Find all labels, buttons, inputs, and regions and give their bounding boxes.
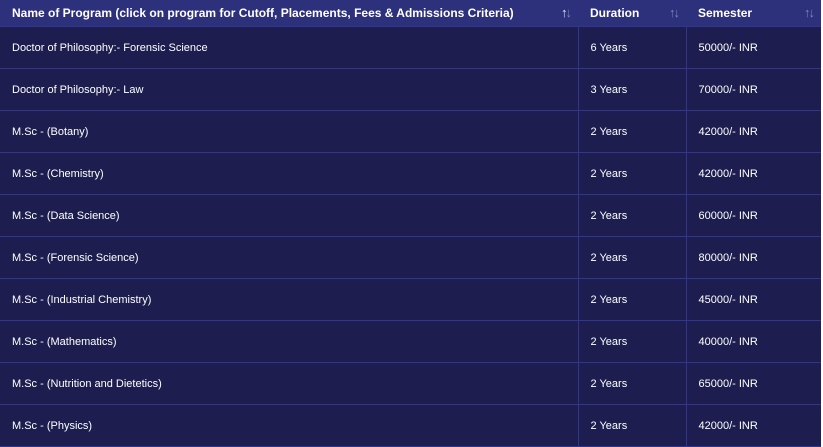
table-row: M.Sc - (Nutrition and Dietetics) 2 Years 6… (0, 362, 821, 405)
program-link[interactable]: M.Sc - (Mathematics) (0, 320, 579, 363)
program-link[interactable]: M.Sc - (Industrial Chemistry) (0, 278, 579, 321)
program-link[interactable]: M.Sc - (Botany) (0, 110, 579, 153)
semester-fee-cell: 65000/- INR (686, 362, 821, 405)
table-row: Doctor of Philosophy:- Law 3 Years 70000/-… (0, 68, 821, 111)
duration-cell: 2 Years (578, 194, 687, 237)
program-link[interactable]: Doctor of Philosophy:- Forensic Science (0, 26, 579, 69)
program-link[interactable]: Doctor of Philosophy:- Law (0, 68, 579, 111)
sort-icon[interactable]: ↑↓ (669, 5, 680, 20)
semester-fee-cell: 60000/- INR (686, 194, 821, 237)
table-row: M.Sc - (Industrial Chemistry) 2 Years 4500… (0, 278, 821, 321)
semester-fee-cell: 40000/- INR (686, 320, 821, 363)
program-link[interactable]: M.Sc - (Data Science) (0, 194, 579, 237)
duration-cell: 2 Years (578, 320, 687, 363)
program-link[interactable]: M.Sc - (Nutrition and Dietetics) (0, 362, 579, 405)
duration-cell: 2 Years (578, 110, 687, 153)
program-link[interactable]: M.Sc - (Chemistry) (0, 152, 579, 195)
duration-cell: 2 Years (578, 278, 687, 321)
semester-fee-cell: 70000/- INR (686, 68, 821, 111)
semester-fee-cell: 45000/- INR (686, 278, 821, 321)
duration-cell: 2 Years (578, 404, 687, 447)
table-row: M.Sc - (Mathematics) 2 Years 40000/- INR (0, 320, 821, 363)
duration-cell: 6 Years (578, 26, 687, 69)
duration-cell: 2 Years (578, 362, 687, 405)
semester-fee-cell: 42000/- INR (686, 152, 821, 195)
table-row: M.Sc - (Physics) 2 Years 42000/- INR (0, 404, 821, 447)
program-link[interactable]: M.Sc - (Physics) (0, 404, 579, 447)
duration-cell: 2 Years (578, 152, 687, 195)
duration-cell: 2 Years (578, 236, 687, 279)
header-semester[interactable]: Semester ↑↓ (686, 0, 821, 27)
program-link[interactable]: M.Sc - (Forensic Science) (0, 236, 579, 279)
sort-icon[interactable]: ↑↓ (804, 5, 815, 20)
header-row: Name of Program (click on program for Cu… (0, 0, 821, 27)
table-row: M.Sc - (Forensic Science) 2 Years 80000/- … (0, 236, 821, 279)
header-duration[interactable]: Duration ↑↓ (578, 0, 686, 27)
table-row: Doctor of Philosophy:- Forensic Science 6… (0, 26, 821, 69)
semester-fee-cell: 80000/- INR (686, 236, 821, 279)
table-row: M.Sc - (Botany) 2 Years 42000/- INR (0, 110, 821, 153)
semester-fee-cell: 42000/- INR (686, 404, 821, 447)
semester-fee-cell: 42000/- INR (686, 110, 821, 153)
header-program[interactable]: Name of Program (click on program for Cu… (0, 0, 578, 27)
duration-cell: 3 Years (578, 68, 687, 111)
table-row: M.Sc - (Data Science) 2 Years 60000/- INR (0, 194, 821, 237)
sort-icon[interactable]: ↑↓ (561, 5, 572, 20)
table-row: M.Sc - (Chemistry) 2 Years 42000/- INR (0, 152, 821, 195)
semester-fee-cell: 50000/- INR (686, 26, 821, 69)
